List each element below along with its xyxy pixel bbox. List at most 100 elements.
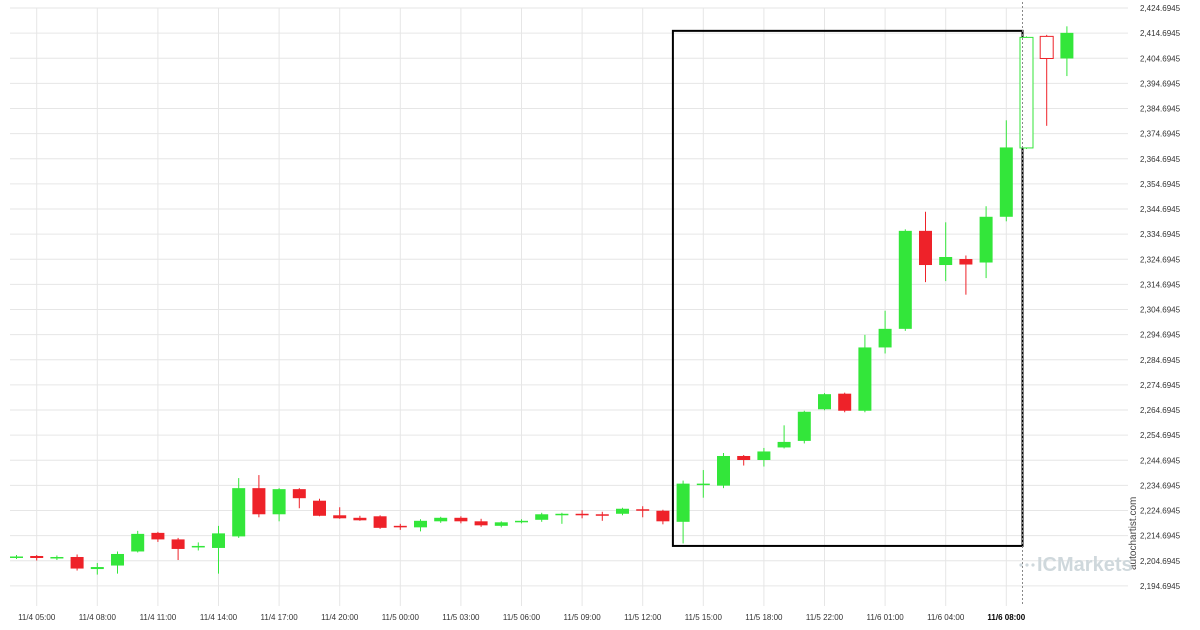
candle (1060, 26, 1074, 77)
pattern-box (671, 29, 1024, 547)
candle (979, 206, 993, 279)
x-tick-label: 11/6 01:00 (866, 613, 904, 622)
y-tick-label: 2,424.6945 (1140, 4, 1181, 13)
candle-body (232, 488, 246, 537)
candle-body (292, 489, 306, 499)
x-axis: 11/4 05:00 11/4 08:00 11/4 11:00 11/4 14:00… (18, 613, 1026, 622)
candle (676, 480, 690, 544)
candle (474, 518, 488, 527)
candle (575, 510, 589, 519)
candle (393, 523, 407, 530)
candle-body (797, 411, 811, 441)
y-tick-label: 2,284.6945 (1140, 356, 1181, 365)
candle-body (535, 514, 549, 520)
candle-body (737, 455, 751, 461)
candle-body (898, 230, 912, 329)
candle (272, 488, 286, 522)
candle (858, 334, 872, 413)
candle-body (838, 393, 852, 411)
candle (30, 554, 44, 561)
candle-body (212, 533, 225, 548)
candle-body (515, 520, 528, 523)
candle-body (757, 451, 771, 461)
y-tick-label: 2,204.6945 (1140, 557, 1181, 566)
candle-body (777, 441, 791, 448)
y-tick-label: 2,334.6945 (1140, 230, 1181, 239)
candle (535, 512, 549, 522)
y-tick-label: 2,264.6945 (1140, 406, 1181, 415)
x-tick-label: 11/4 11:00 (140, 613, 177, 622)
candle (212, 525, 225, 574)
candle-body (494, 522, 508, 526)
candle (1039, 34, 1054, 126)
candle (999, 120, 1013, 222)
candle (818, 393, 831, 411)
x-tick-label: 11/5 12:00 (624, 613, 662, 622)
candle-body (878, 328, 892, 348)
pattern-box-layer (671, 29, 1024, 547)
candle (797, 410, 811, 444)
y-tick-label: 2,224.6945 (1140, 507, 1181, 516)
y-tick-label: 2,414.6945 (1140, 29, 1181, 38)
candle (555, 512, 569, 524)
y-tick-label: 2,324.6945 (1140, 255, 1181, 264)
candle-body (333, 515, 347, 519)
candle-body (131, 533, 145, 552)
candle (515, 519, 528, 524)
candle (898, 229, 912, 331)
candle-body (555, 513, 569, 516)
y-tick-label: 2,394.6945 (1140, 79, 1181, 88)
candle (939, 222, 953, 282)
candle-body (373, 516, 387, 528)
y-tick-label: 2,404.6945 (1140, 54, 1181, 63)
candle-body (818, 394, 831, 410)
candle-body (70, 556, 84, 569)
candle (313, 498, 326, 517)
candle (292, 488, 306, 509)
candle (616, 507, 629, 516)
candle (10, 554, 23, 560)
candle-body (939, 256, 953, 266)
candle-body (636, 509, 650, 511)
candle-body (919, 230, 932, 266)
candle (333, 507, 347, 519)
watermark: autochartist.com ICMarkets (1019, 497, 1139, 576)
candle-body (252, 488, 266, 515)
brand-logo-dot-2 (1025, 563, 1029, 567)
y-tick-label: 2,254.6945 (1140, 431, 1181, 440)
x-tick-label: 11/5 06:00 (503, 613, 541, 622)
candle-body (30, 555, 44, 558)
candle-body (50, 556, 64, 559)
candle (232, 478, 246, 538)
x-tick-label: 11/5 18:00 (745, 613, 783, 622)
candle-body (474, 521, 488, 526)
x-tick-label: 11/4 20:00 (321, 613, 359, 622)
y-tick-label: 2,374.6945 (1140, 130, 1181, 139)
candle (1019, 36, 1034, 149)
x-tick-label: 11/6 08:00 (987, 613, 1025, 622)
candle (757, 447, 771, 467)
candle-body (696, 483, 710, 486)
x-tick-label: 11/5 09:00 (563, 613, 601, 622)
y-tick-label: 2,234.6945 (1140, 481, 1181, 490)
candle (131, 530, 145, 553)
x-tick-label: 11/4 05:00 (18, 613, 56, 622)
candle-body (999, 147, 1013, 217)
y-tick-label: 2,304.6945 (1140, 306, 1181, 315)
candle-body (191, 545, 205, 548)
candle-body (10, 556, 23, 558)
candle-body (1039, 35, 1054, 59)
candle (111, 551, 124, 574)
candle (353, 515, 367, 521)
candle-body (414, 520, 427, 528)
x-tick-label: 11/4 17:00 (260, 613, 298, 622)
candle (737, 454, 751, 466)
x-tick-label: 11/5 22:00 (806, 613, 844, 622)
brand-logo-text: ICMarkets (1037, 554, 1133, 576)
candle-body (393, 525, 407, 528)
brand-logo-dot-1 (1019, 563, 1023, 567)
y-tick-label: 2,244.6945 (1140, 456, 1181, 465)
y-tick-label: 2,314.6945 (1140, 280, 1181, 289)
watermark-vertical-text: autochartist.com (1128, 497, 1139, 570)
y-tick-label: 2,354.6945 (1140, 180, 1181, 189)
